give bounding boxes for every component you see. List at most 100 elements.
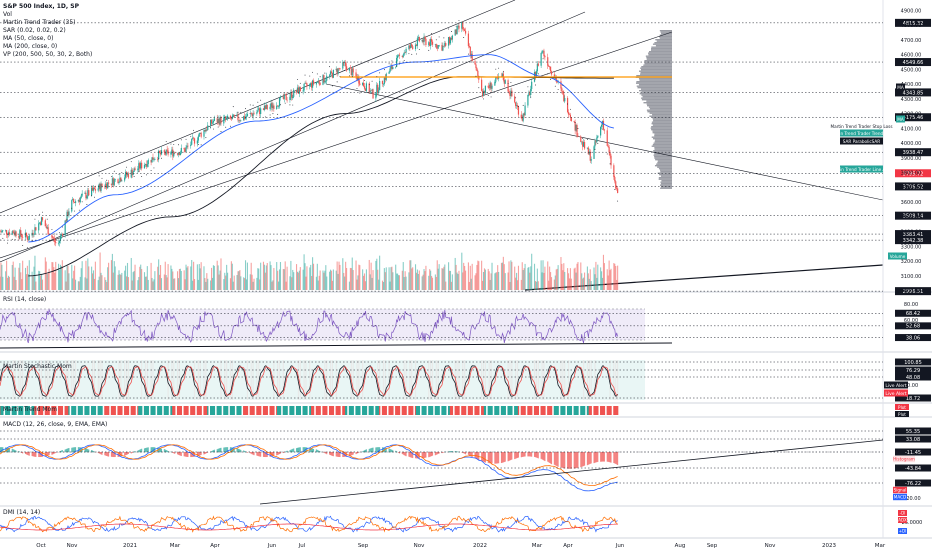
indicator-vol[interactable]: Vol bbox=[3, 11, 12, 18]
macd-hist-bar bbox=[130, 452, 132, 454]
candle-body bbox=[323, 75, 325, 83]
series-label-bg bbox=[896, 115, 905, 123]
volume-bar bbox=[38, 270, 40, 290]
macd-title[interactable]: MACD (12, 26, close, 9, EMA, EMA) bbox=[3, 421, 108, 428]
dmi-label: ADX bbox=[898, 518, 907, 523]
sar-dot bbox=[11, 238, 13, 240]
indicator-martin-trend-trader[interactable]: Martin Trend Trader (35) bbox=[3, 19, 76, 26]
trend-mom-bar bbox=[330, 406, 333, 415]
trend-mom-bar bbox=[508, 406, 510, 415]
trend-mom-bar bbox=[488, 406, 490, 415]
macd-hist-bar bbox=[562, 452, 564, 468]
trend-mom-bar bbox=[304, 406, 306, 415]
macd-hist-bar bbox=[543, 452, 545, 461]
rsi-title[interactable]: RSI (14, close) bbox=[3, 296, 47, 303]
trend-mom-bar bbox=[31, 406, 33, 415]
volume-bar bbox=[75, 279, 77, 290]
candle-body bbox=[396, 57, 398, 67]
trend-mom-bar bbox=[78, 406, 81, 415]
trend-mom-bar bbox=[570, 406, 573, 415]
volume-bar bbox=[78, 281, 80, 290]
trend-mom-bar bbox=[359, 406, 361, 415]
candle-body bbox=[6, 234, 9, 236]
volume-bar bbox=[530, 266, 532, 290]
candle-body bbox=[503, 79, 505, 84]
stoch-shade bbox=[124, 360, 126, 400]
volume-bar bbox=[603, 263, 605, 290]
candle-body bbox=[429, 42, 431, 46]
trend-mom-title[interactable]: Martin Trend Mom bbox=[3, 406, 58, 413]
indicator-sar[interactable]: SAR (0.02, 0.02, 0.2) bbox=[3, 27, 66, 34]
trend-mom-bar bbox=[350, 406, 353, 415]
volume-bar bbox=[457, 274, 459, 290]
trend-mom-bar bbox=[13, 406, 15, 415]
volume-bar bbox=[111, 253, 113, 290]
macd-hist-bar bbox=[73, 447, 75, 453]
dmi-label-bg bbox=[898, 517, 907, 523]
series-label: Martin Trend Trader Line Alert bbox=[830, 167, 892, 172]
trend-mom-bar bbox=[6, 406, 8, 415]
volume-bar bbox=[231, 263, 233, 290]
trend-mom-bar bbox=[382, 406, 385, 415]
trend-mom-bar bbox=[86, 406, 88, 415]
candle-body bbox=[269, 106, 271, 110]
macd-hist-bar bbox=[450, 451, 452, 453]
trend-mom-bar bbox=[587, 406, 590, 415]
indicator-ma200[interactable]: MA (200, close, 0) bbox=[3, 43, 58, 50]
stoch-shade bbox=[615, 360, 617, 400]
vp-row bbox=[638, 78, 672, 80]
trend-mom-bar bbox=[607, 406, 609, 415]
trend-mom-bar bbox=[520, 406, 523, 415]
stoch-shade bbox=[509, 360, 511, 400]
sar-dot bbox=[467, 53, 469, 55]
candle-body bbox=[216, 118, 218, 123]
vp-row bbox=[653, 138, 672, 140]
candle-body bbox=[570, 117, 572, 122]
symbol-title[interactable]: S&P 500 Index, 1D, SP bbox=[3, 3, 80, 10]
macd-hist-bar bbox=[31, 452, 33, 457]
trend-mom-bar bbox=[594, 406, 596, 415]
indicator-ma50[interactable]: MA (50, close, 0) bbox=[3, 35, 54, 42]
trend-mom-bar bbox=[211, 406, 214, 415]
volume-bar bbox=[130, 257, 132, 290]
candle-body bbox=[28, 235, 30, 240]
candle-body bbox=[246, 113, 249, 117]
volume-bar bbox=[14, 267, 16, 290]
price-pane[interactable] bbox=[0, 0, 883, 292]
vp-row bbox=[644, 60, 672, 62]
candle-body bbox=[344, 62, 346, 64]
macd-hist-bar bbox=[576, 452, 578, 468]
macd-hist-bar bbox=[570, 452, 572, 469]
volume-bar bbox=[179, 268, 181, 290]
volume-bar bbox=[415, 272, 418, 290]
candle-body bbox=[531, 81, 533, 89]
candle-body bbox=[470, 53, 472, 56]
macd-hist-bar bbox=[583, 452, 585, 467]
macd-hist-bar bbox=[225, 447, 227, 453]
volume-bar bbox=[376, 258, 378, 290]
trend-mom-bar bbox=[108, 406, 110, 415]
trend-mom-bar bbox=[134, 406, 136, 415]
candle-body bbox=[295, 89, 298, 93]
indicator-vp[interactable]: VP (200, 500, 50, 30, 2, Both) bbox=[3, 51, 93, 58]
volume-bar bbox=[564, 271, 566, 290]
trend-mom-bar bbox=[85, 406, 87, 415]
macd-hist-bar bbox=[144, 448, 146, 453]
trend-mom-bar bbox=[606, 406, 608, 415]
stoch-shade bbox=[515, 360, 517, 400]
candle-body bbox=[173, 152, 175, 157]
stoch-title[interactable]: Martin Stochastic Mom bbox=[3, 363, 72, 370]
volume-bar bbox=[575, 272, 577, 290]
macd-hist-bar bbox=[319, 451, 321, 453]
volume-bar bbox=[422, 274, 424, 290]
macd-hist-bar bbox=[535, 452, 537, 458]
volume-bar bbox=[381, 280, 384, 290]
volume-bar bbox=[607, 275, 609, 290]
sar-dot bbox=[487, 95, 489, 97]
time-tick: Jun bbox=[615, 543, 625, 549]
trend-mom-bar bbox=[106, 406, 108, 415]
vp-row bbox=[661, 180, 672, 182]
dmi-title[interactable]: DMI (14, 14) bbox=[3, 509, 41, 516]
macd-hist-bar bbox=[362, 451, 364, 453]
